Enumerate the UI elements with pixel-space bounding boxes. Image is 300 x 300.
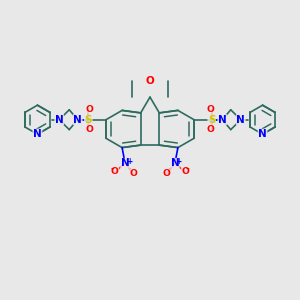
Text: N: N [73, 115, 82, 125]
Text: +: + [176, 157, 182, 166]
Text: N: N [33, 129, 42, 139]
Text: S: S [208, 115, 215, 125]
Text: N: N [218, 115, 227, 125]
Text: N: N [236, 115, 245, 125]
Text: O: O [181, 167, 189, 176]
Text: N: N [258, 129, 267, 139]
Text: O: O [163, 169, 170, 178]
Text: O: O [146, 76, 154, 86]
Text: +: + [126, 157, 132, 166]
Text: -: - [186, 165, 189, 174]
Text: O: O [206, 125, 214, 134]
Text: O: O [86, 125, 94, 134]
Text: N: N [121, 158, 130, 168]
Text: -: - [111, 165, 114, 174]
Text: O: O [206, 105, 214, 114]
Text: O: O [111, 167, 119, 176]
Text: O: O [86, 105, 94, 114]
Text: N: N [170, 158, 179, 168]
Text: N: N [55, 115, 64, 125]
Text: O: O [130, 169, 137, 178]
Text: S: S [85, 115, 92, 125]
